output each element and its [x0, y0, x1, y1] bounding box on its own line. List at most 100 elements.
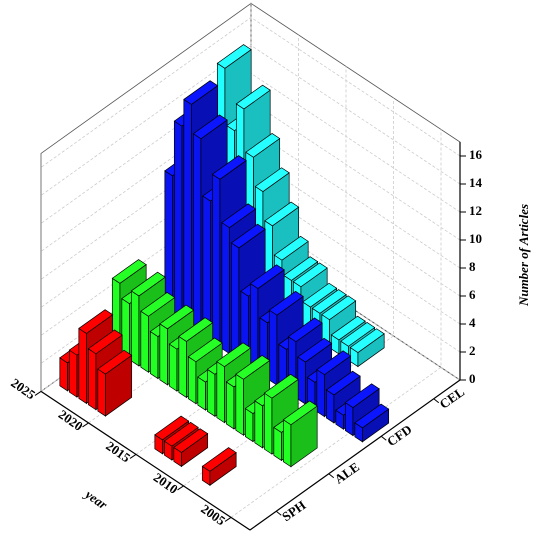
- y-tick-label: 14: [469, 175, 483, 190]
- bar-front: [206, 368, 216, 417]
- bar-top: [216, 342, 252, 368]
- category-tick: [380, 435, 387, 441]
- bar-top: [254, 167, 290, 192]
- bar-top: [245, 133, 281, 158]
- y-tick-label: 8: [469, 259, 476, 274]
- bar-front: [68, 349, 78, 398]
- bar-front: [78, 327, 87, 405]
- bar-front: [230, 242, 240, 361]
- bar-front: [87, 348, 97, 411]
- grid-line: [40, 44, 461, 196]
- bar-front: [297, 356, 306, 405]
- bar-top: [221, 203, 257, 229]
- bar-top: [97, 349, 133, 375]
- category-tick: [328, 473, 335, 479]
- bar-top: [311, 289, 347, 314]
- category-label: CFD: [384, 422, 414, 450]
- bar-top: [321, 295, 357, 321]
- y-tick-label: 12: [469, 203, 482, 218]
- bar-top: [268, 290, 304, 316]
- bar-front: [244, 407, 254, 443]
- bar-top: [173, 428, 209, 453]
- bar-front: [59, 357, 68, 392]
- y-tick-label: 16: [469, 147, 483, 162]
- bar-front: [97, 368, 106, 417]
- bar-top: [111, 259, 147, 284]
- bar-front: [268, 309, 278, 386]
- bar-top: [249, 264, 285, 289]
- bar-top: [282, 400, 318, 426]
- bar-top: [287, 317, 323, 343]
- bar-top: [178, 317, 214, 342]
- bar-top: [78, 309, 114, 334]
- bar-top: [163, 421, 199, 447]
- bar-top: [354, 403, 390, 429]
- bar-top: [263, 373, 299, 399]
- bar-top: [87, 329, 123, 355]
- bar-front: [168, 343, 178, 392]
- bar-front: [173, 120, 183, 323]
- bar-front: [192, 133, 202, 336]
- bar-top: [154, 415, 190, 441]
- bar: [97, 349, 133, 417]
- bar: [354, 403, 390, 443]
- bar-front: [282, 419, 292, 468]
- bar-top: [316, 350, 352, 376]
- bar-top: [325, 370, 361, 396]
- bar-front: [235, 373, 244, 436]
- bar-top: [235, 355, 271, 380]
- x-tick: [82, 422, 89, 428]
- bar-front: [225, 381, 235, 430]
- bar-front: [130, 290, 140, 367]
- bar-front: [344, 401, 354, 437]
- x-axis: [40, 390, 251, 531]
- bars: [59, 44, 390, 487]
- bar-top: [201, 447, 237, 472]
- y-tick-label: 10: [469, 231, 482, 246]
- bar-front: [325, 389, 335, 424]
- y-tick-label: 0: [469, 371, 476, 386]
- bar-top: [211, 155, 247, 180]
- category-label: SPH: [279, 497, 308, 524]
- category-label: CEL: [437, 384, 468, 412]
- bar-front: [121, 297, 130, 361]
- bar-top: [302, 282, 338, 308]
- bar-front: [211, 173, 221, 348]
- x-axis-title: year: [81, 486, 111, 513]
- bar-front: [149, 330, 159, 380]
- bar-top: [183, 80, 219, 105]
- bar-front: [254, 400, 263, 449]
- y-tick-label: 6: [469, 287, 476, 302]
- bar-top: [330, 315, 366, 341]
- bar-front: [178, 335, 187, 399]
- bar-top: [292, 262, 328, 288]
- bar-top: [273, 235, 309, 261]
- bar-top: [230, 223, 266, 249]
- bar-front: [159, 323, 168, 386]
- bar: [349, 328, 385, 368]
- y-tick-label: 2: [469, 343, 476, 358]
- bar-top: [216, 44, 252, 69]
- bar-front: [197, 376, 206, 411]
- x-tick: [177, 485, 184, 491]
- bar-front: [263, 392, 273, 455]
- bar-front: [183, 98, 192, 330]
- bar-front: [216, 360, 225, 424]
- bar-top: [130, 271, 166, 297]
- category-tick: [275, 510, 282, 516]
- bar: [201, 447, 237, 487]
- category-axis: [249, 379, 461, 531]
- bar: [282, 400, 318, 468]
- bar-top: [235, 84, 271, 110]
- bar-top: [349, 328, 385, 353]
- x-tick: [34, 390, 42, 396]
- bar-front: [221, 221, 230, 355]
- bar-top: [344, 383, 380, 408]
- y-tick-label: 4: [469, 315, 476, 330]
- bar-top: [340, 322, 376, 347]
- x-tick: [129, 453, 137, 459]
- x-tick: [224, 516, 232, 522]
- category-label: ALE: [332, 459, 363, 487]
- bar: [173, 428, 209, 468]
